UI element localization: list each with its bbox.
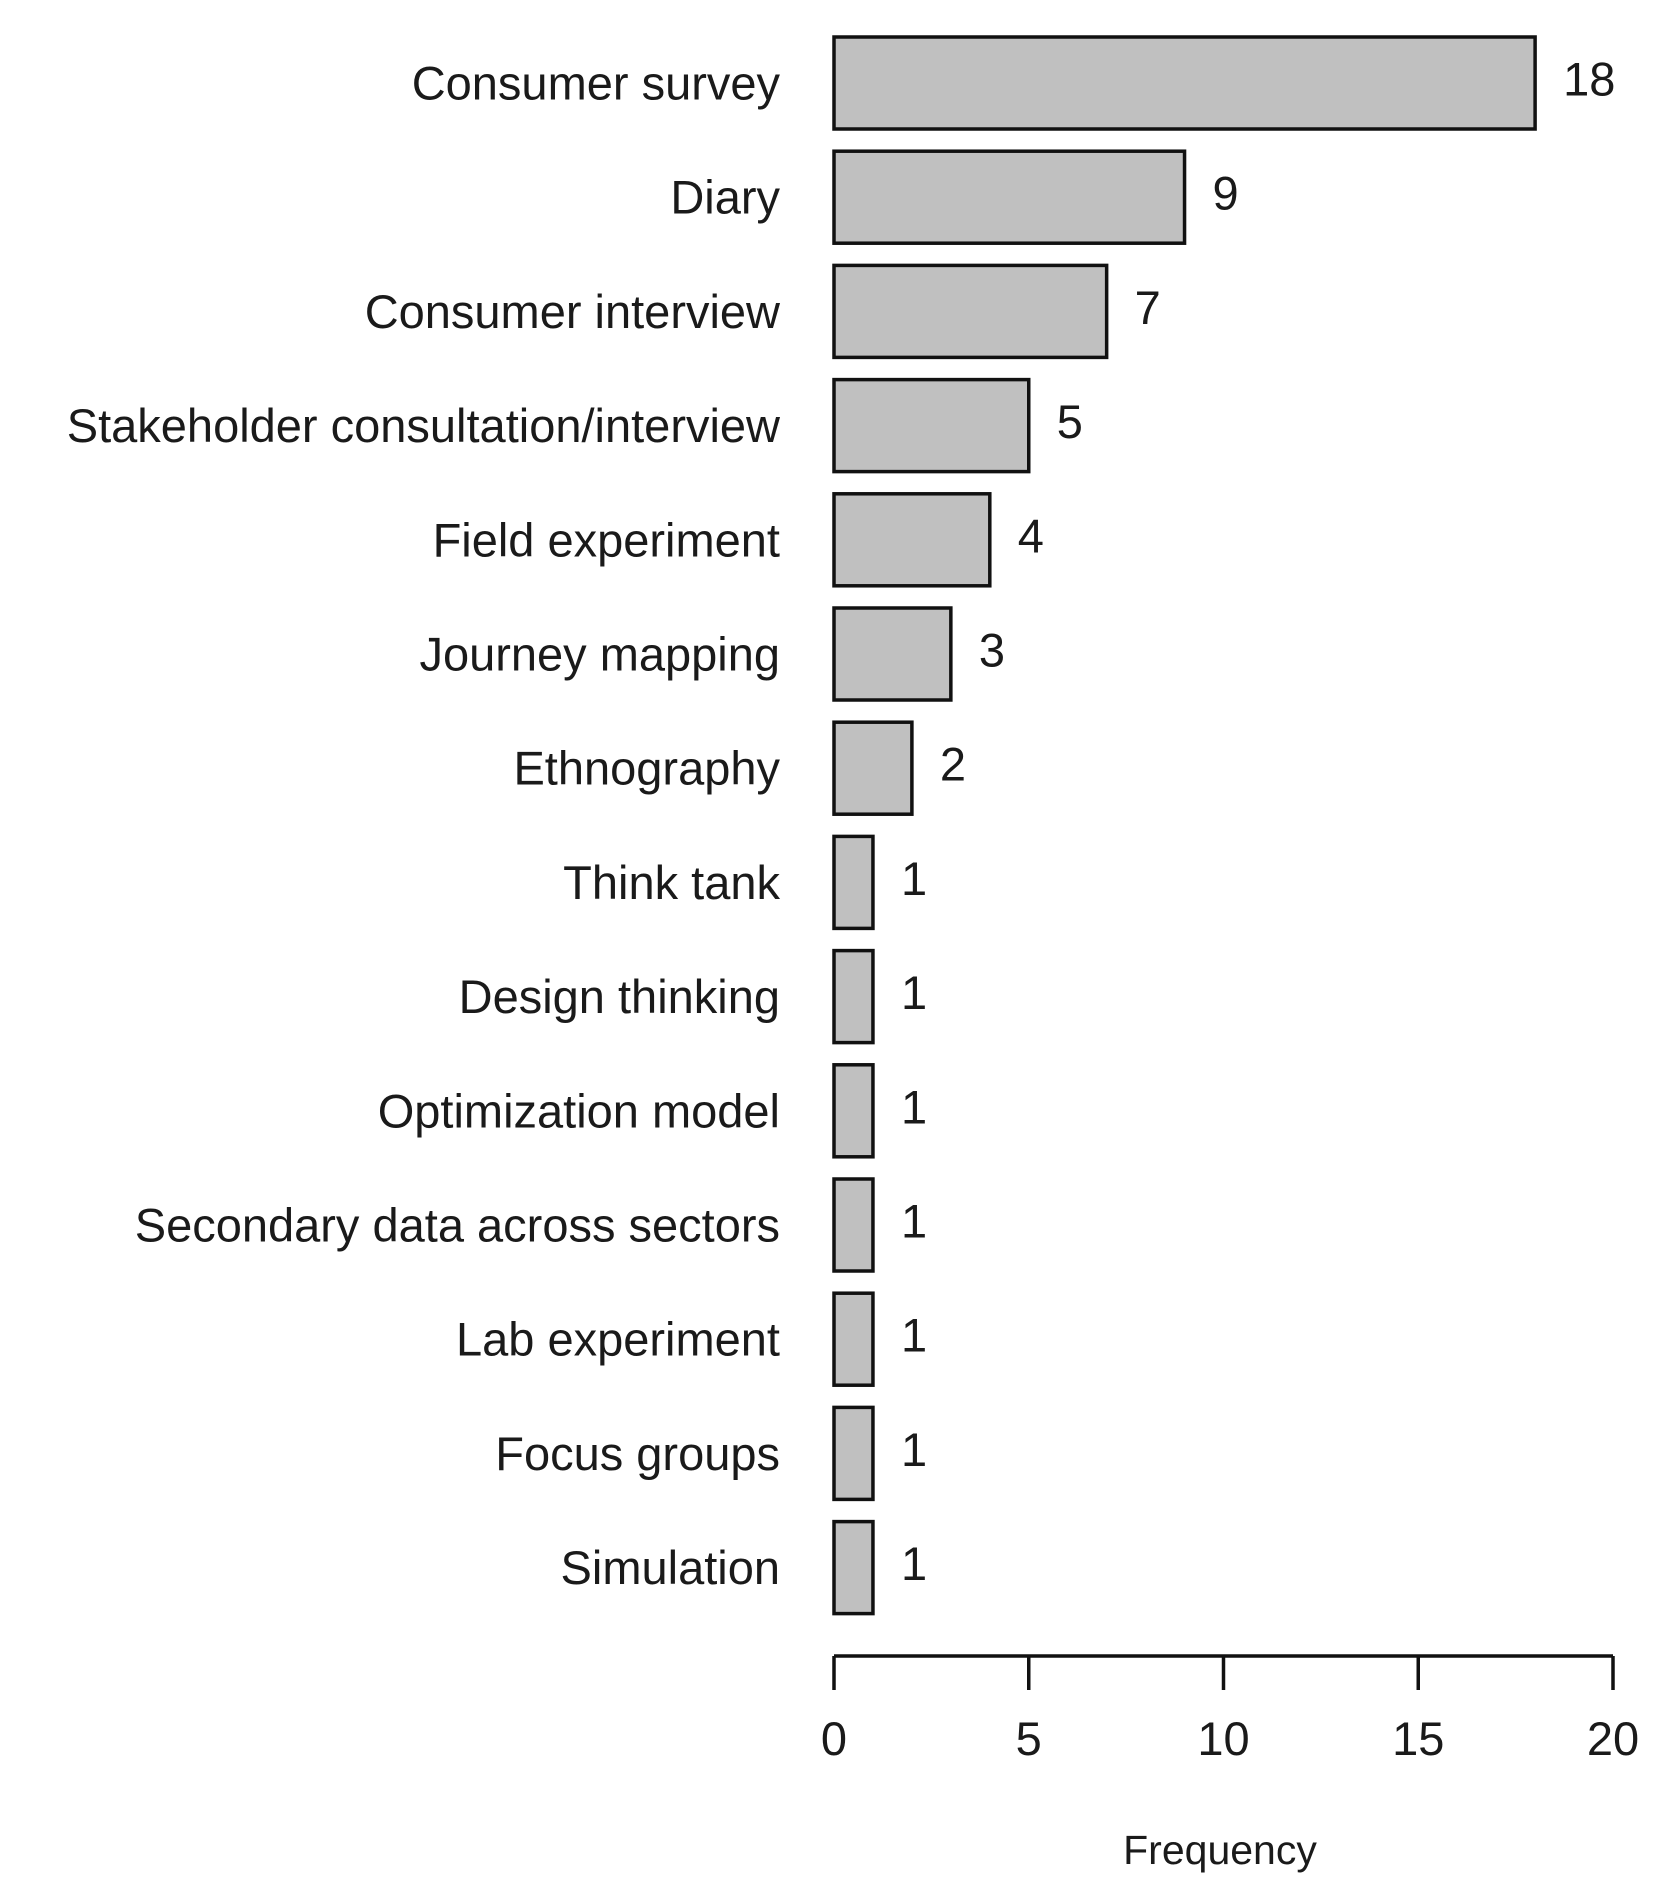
category-label: Journey mapping bbox=[419, 628, 780, 681]
category-label: Consumer survey bbox=[412, 57, 781, 110]
x-tick-label: 20 bbox=[1587, 1712, 1639, 1765]
value-label: 1 bbox=[901, 1423, 927, 1476]
category-label: Diary bbox=[670, 171, 780, 224]
value-label: 9 bbox=[1213, 167, 1239, 220]
bar bbox=[832, 720, 914, 816]
value-label: 2 bbox=[940, 738, 966, 791]
value-label: 7 bbox=[1135, 281, 1161, 334]
bar bbox=[832, 35, 1537, 131]
bar bbox=[832, 1063, 875, 1159]
x-tick-label: 15 bbox=[1392, 1712, 1444, 1765]
x-axis: 0 5 10 15 20 bbox=[821, 1654, 1639, 1765]
bar bbox=[832, 834, 875, 931]
value-label: 1 bbox=[901, 852, 927, 905]
bar bbox=[832, 377, 1031, 474]
value-label: 1 bbox=[901, 966, 927, 1019]
category-label: Ethnography bbox=[513, 742, 780, 795]
category-label: Simulation bbox=[561, 1541, 780, 1594]
value-label: 5 bbox=[1057, 395, 1083, 448]
category-label: Stakeholder consultation/interview bbox=[67, 399, 781, 452]
bar bbox=[832, 1177, 875, 1273]
category-label: Focus groups bbox=[495, 1427, 780, 1480]
bar bbox=[832, 948, 875, 1045]
category-label: Field experiment bbox=[433, 513, 780, 566]
value-label: 1 bbox=[901, 1195, 927, 1248]
x-tick-label: 0 bbox=[821, 1712, 847, 1765]
category-label: Think tank bbox=[563, 856, 780, 909]
category-label: Lab experiment bbox=[456, 1313, 780, 1366]
bar bbox=[832, 1405, 875, 1502]
value-label: 3 bbox=[979, 624, 1005, 677]
value-label: 1 bbox=[901, 1309, 927, 1362]
bar bbox=[832, 263, 1109, 360]
bar bbox=[832, 1519, 875, 1616]
bar bbox=[832, 149, 1187, 245]
bar bbox=[832, 1291, 875, 1387]
value-label: 1 bbox=[901, 1080, 927, 1133]
x-tick-label: 10 bbox=[1197, 1712, 1249, 1765]
category-label: Design thinking bbox=[459, 970, 780, 1023]
category-label: Consumer interview bbox=[365, 285, 781, 338]
value-label: 4 bbox=[1018, 509, 1044, 562]
x-tick-label: 5 bbox=[1016, 1712, 1042, 1765]
category-labels-layer: Consumer survey Diary Consumer interview St… bbox=[67, 57, 781, 1595]
category-label: Optimization model bbox=[378, 1084, 780, 1137]
bars-layer bbox=[832, 35, 1537, 1616]
value-label: 18 bbox=[1563, 53, 1615, 106]
bar bbox=[832, 492, 992, 588]
bar bbox=[832, 606, 953, 702]
category-label: Secondary data across sectors bbox=[135, 1199, 780, 1252]
x-axis-title: Frequency bbox=[1123, 1827, 1317, 1873]
value-label: 1 bbox=[901, 1537, 927, 1590]
value-labels-layer: 18 9 7 5 4 3 2 1 1 1 1 1 1 1 bbox=[901, 53, 1615, 1591]
